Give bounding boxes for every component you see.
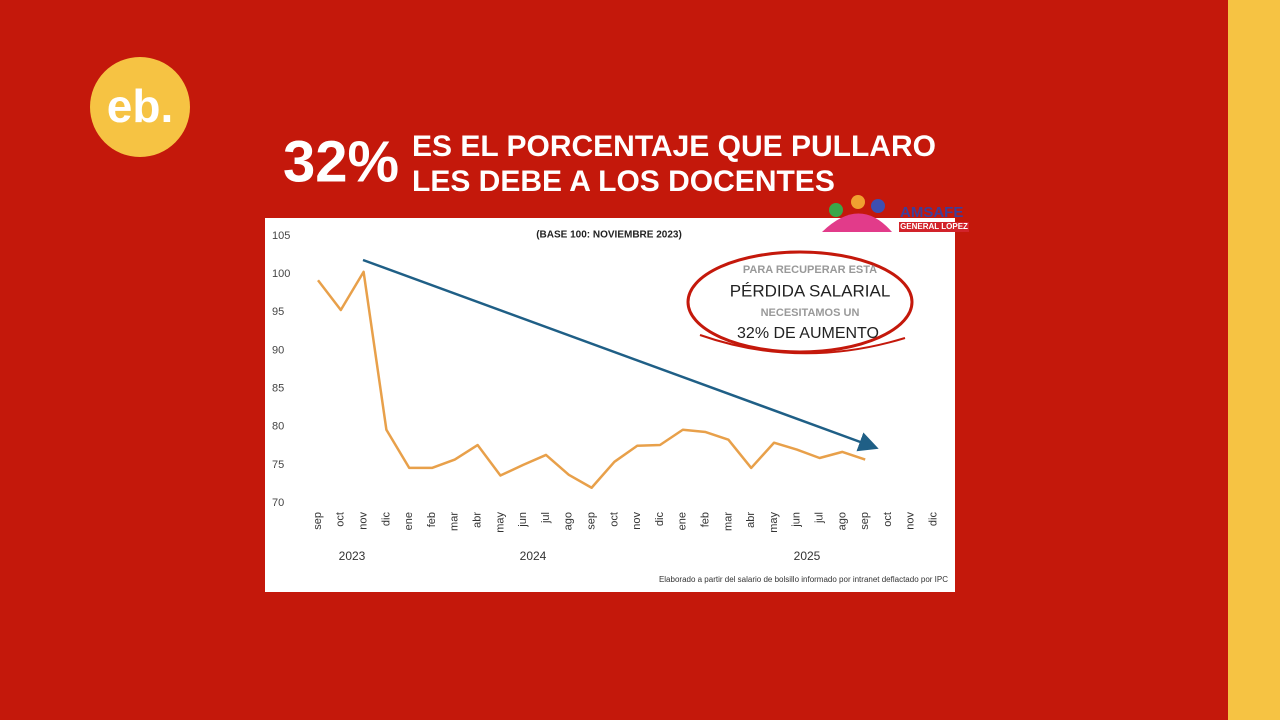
annotation-ring [699, 334, 906, 355]
logo-band [899, 222, 969, 232]
source: Elaborado a partir del salario de bolsil… [659, 575, 948, 584]
headline-line: ES EL PORCENTAJE QUE PULLARO [412, 130, 936, 163]
trend-arrow [362, 258, 879, 452]
annotation-text: NECESITAMOS UN [761, 307, 860, 319]
x-tick-label: feb [426, 512, 438, 527]
x-tick-label: may [494, 512, 506, 533]
y-tick-label: 70 [272, 497, 284, 509]
x-tick-label: ene [403, 512, 415, 530]
headline-line: LES DEBE A LOS DOCENTES [412, 165, 835, 198]
x-tick-label: mar [722, 512, 734, 531]
y-tick-label: 80 [272, 421, 284, 433]
x-tick-label: dic [380, 512, 392, 527]
logo-shape [829, 203, 843, 217]
x-tick-label: jul [814, 512, 826, 524]
annotation-ring [686, 250, 914, 354]
y-tick-label: 85 [272, 382, 284, 394]
annotation-text: PÉRDIDA SALARIAL [730, 281, 891, 300]
brand: eb. [107, 80, 173, 132]
year-label: 2024 [520, 549, 547, 563]
x-tick-label: jun [791, 512, 803, 528]
headline-number: 32% [283, 129, 399, 194]
x-tick-label: ago [563, 512, 575, 530]
x-tick-label: abr [745, 512, 757, 528]
y-tick-label: 105 [272, 230, 290, 242]
side-strip [1228, 0, 1280, 720]
y-tick-label: 100 [272, 268, 290, 280]
logo: AMSAFE GENERAL LOPEZ [822, 195, 969, 232]
y-tick-label: 90 [272, 344, 284, 356]
x-tick-label: oct [608, 512, 620, 527]
chart-subtitle: (BASE 100: NOVIEMBRE 2023) [536, 230, 682, 241]
x-tick-label: dic [654, 512, 666, 527]
x-tick-label: jun [517, 512, 529, 528]
x-tick-label: sep [312, 512, 324, 530]
y-tick-label: 95 [272, 306, 284, 318]
x-tick-label: nov [358, 512, 370, 530]
x-tick-label: sep [586, 512, 598, 530]
x-tick-label: jul [540, 512, 552, 524]
y-tick-label: 75 [272, 459, 284, 471]
x-tick-label: ene [677, 512, 689, 530]
brand-circle [90, 57, 190, 157]
logo-shape [822, 213, 892, 232]
logo-sub: GENERAL LOPEZ [900, 222, 968, 231]
x-tick-label: feb [700, 512, 712, 527]
x-tick-label: dic [928, 512, 940, 527]
x-tick-label: ago [836, 512, 848, 530]
year-label: 2023 [339, 549, 366, 563]
logo-name: AMSAFE [900, 204, 963, 221]
annotation-text: 32% DE AUMENTO [737, 325, 879, 342]
x-tick-label: abr [472, 512, 484, 528]
logo-shape [871, 199, 885, 213]
series-line [317, 270, 866, 489]
year-label: 2025 [794, 549, 821, 563]
x-tick-label: nov [905, 512, 917, 530]
x-tick-label: may [768, 512, 780, 533]
x-tick-label: oct [882, 512, 894, 527]
x-tick-label: oct [335, 512, 347, 527]
x-tick-label: mar [449, 512, 461, 531]
chart-panel [265, 218, 955, 592]
x-tick-label: sep [859, 512, 871, 530]
logo-shape [851, 195, 865, 209]
annotation-text: PARA RECUPERAR ESTA [743, 264, 877, 276]
x-tick-label: nov [631, 512, 643, 530]
